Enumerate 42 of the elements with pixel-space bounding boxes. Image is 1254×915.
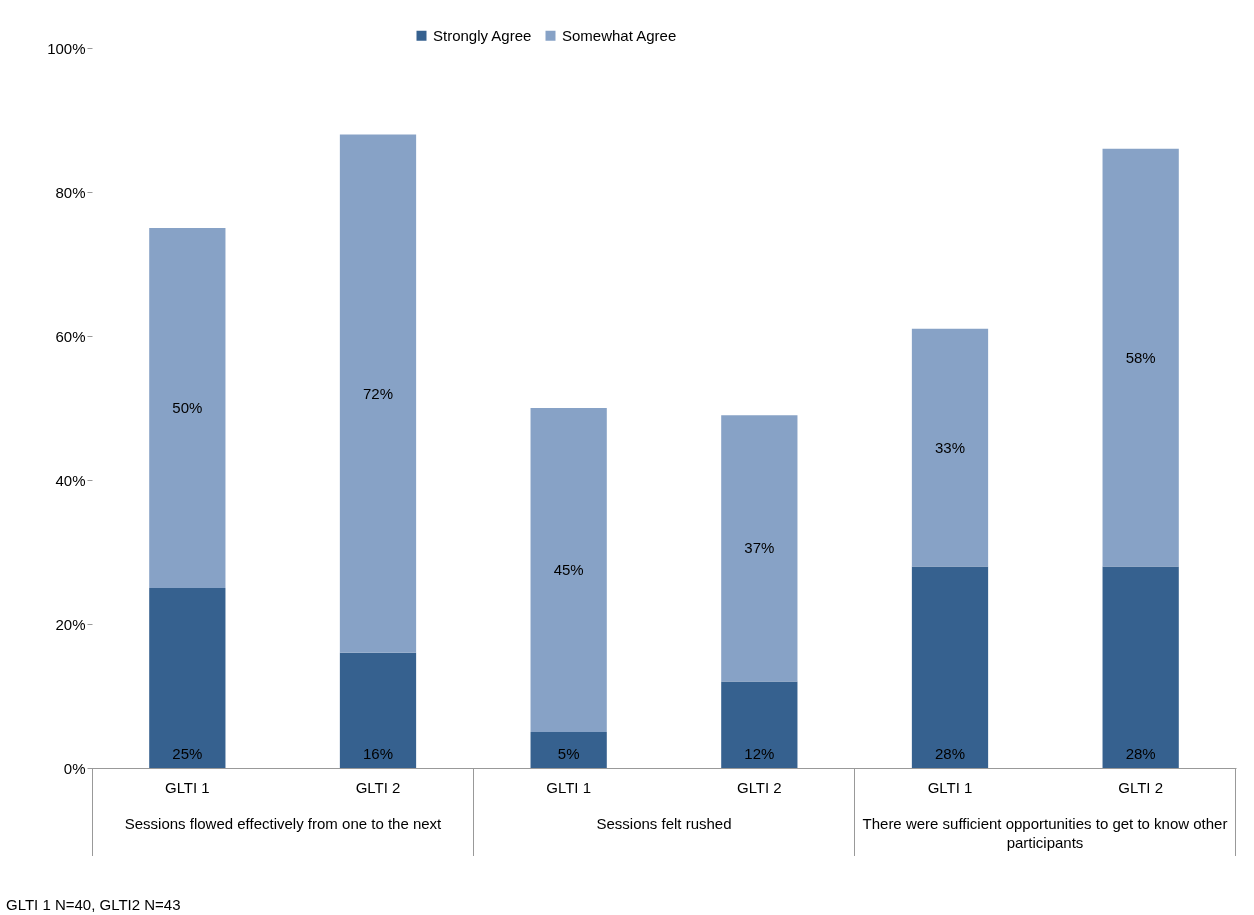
text: Sessions felt rushed — [596, 815, 732, 832]
legend-label: Strongly Agree — [433, 26, 532, 44]
y-tick-label: 40% — [55, 471, 86, 489]
bar — [530, 408, 607, 732]
data-label: 12% — [744, 745, 775, 762]
legend-label: Somewhat Agree — [562, 26, 677, 44]
text: Sessions flowed effectively from one to the next — [124, 815, 442, 832]
bar — [339, 652, 417, 768]
bar — [1102, 148, 1179, 567]
bar — [149, 588, 226, 768]
bar — [721, 415, 798, 682]
y-tick-label: 60% — [55, 327, 86, 345]
bar — [339, 134, 417, 653]
data-label: 50% — [172, 399, 203, 416]
data-label: 58% — [1125, 348, 1156, 366]
y-tick-label: 80% — [55, 183, 86, 201]
x-tick-label: GLTI 1 — [164, 778, 210, 796]
bar — [530, 732, 607, 768]
data-label: 45% — [553, 561, 584, 578]
y-tick-label: 0% — [63, 759, 86, 777]
data-label: 16% — [362, 745, 394, 762]
x-tick-label: GLTI 1 — [546, 778, 592, 796]
text: There were sufficient opportunities to get to know other participants — [862, 815, 1228, 851]
y-tick-label: 100% — [47, 39, 86, 57]
data-label: 72% — [362, 384, 394, 402]
data-label: 25% — [172, 745, 203, 762]
y-tick-label: 20% — [55, 615, 86, 633]
bar — [911, 566, 989, 768]
x-tick-label: GLTI 2 — [355, 778, 401, 796]
data-label: 37% — [744, 539, 775, 557]
bar — [1102, 566, 1179, 768]
text: GLTI 1 N=40, GLTI2 N=43 — [6, 896, 181, 913]
data-label: 33% — [934, 438, 966, 456]
bar — [721, 681, 798, 768]
data-label: 5% — [557, 745, 580, 762]
data-label: 28% — [1125, 745, 1156, 762]
bar — [911, 328, 989, 567]
x-tick-label: GLTI 2 — [1118, 778, 1164, 796]
bar — [149, 228, 226, 588]
data-label: 28% — [934, 745, 966, 762]
x-tick-label: GLTI 2 — [736, 778, 782, 796]
x-tick-label: GLTI 1 — [927, 778, 973, 796]
